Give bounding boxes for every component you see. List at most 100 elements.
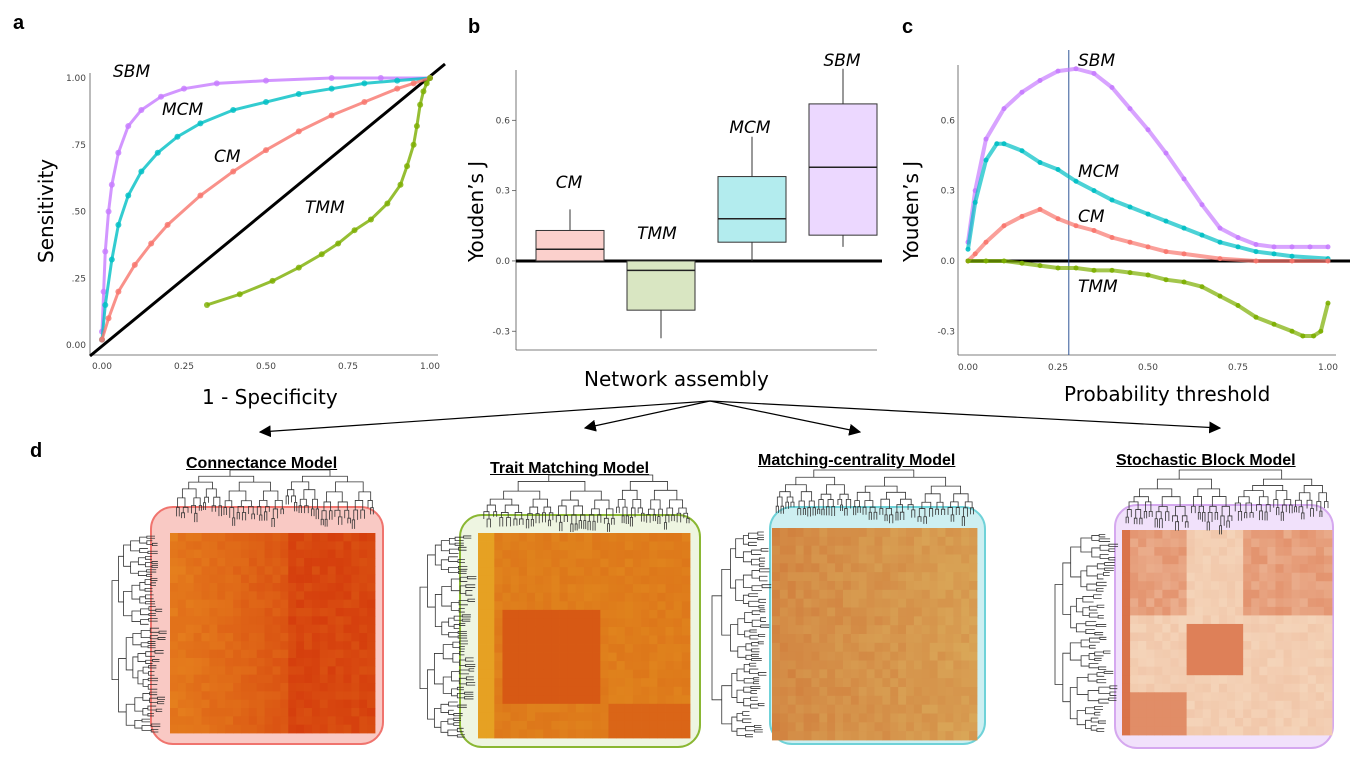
heatmap-cell bbox=[969, 634, 978, 644]
heatmap-cell bbox=[779, 598, 789, 608]
heatmap-cell bbox=[632, 541, 642, 551]
heatmap-cell bbox=[319, 533, 329, 542]
heatmap-cell bbox=[233, 558, 242, 567]
heatmap-cell bbox=[280, 633, 289, 642]
heatmap-cell bbox=[584, 661, 593, 671]
heatmap-title-stochastic-block: Stochastic Block Model bbox=[1116, 452, 1296, 469]
heatmap-cell bbox=[921, 572, 931, 582]
heatmap-cell bbox=[1186, 589, 1196, 599]
heatmap-cell bbox=[367, 591, 376, 601]
heatmap-cell bbox=[288, 683, 297, 692]
heatmap-cell bbox=[280, 666, 289, 676]
data-point-tmm bbox=[427, 75, 433, 81]
heatmap-cell bbox=[575, 661, 585, 671]
heatmap-cell bbox=[535, 601, 544, 611]
heatmap-cell bbox=[225, 574, 234, 584]
heatmap-cell bbox=[1154, 726, 1163, 736]
heatmap-cell bbox=[1299, 606, 1309, 616]
heatmap-cell bbox=[351, 574, 360, 584]
heatmap-cell bbox=[624, 635, 634, 645]
heatmap-cell bbox=[280, 533, 289, 542]
heatmap-cell bbox=[787, 634, 797, 644]
heatmap-cell bbox=[304, 649, 313, 659]
heatmap-cell bbox=[1170, 581, 1179, 591]
heatmap-cell bbox=[177, 574, 187, 584]
heatmap-cell bbox=[842, 634, 852, 644]
heatmap-cell bbox=[969, 687, 978, 697]
heatmap-cell bbox=[616, 567, 626, 577]
heatmap-cell bbox=[185, 716, 195, 726]
heatmap-cell bbox=[795, 616, 804, 626]
heatmap-cell bbox=[1275, 572, 1284, 582]
dendrogram-branch bbox=[1294, 506, 1298, 513]
dendrogram-branch bbox=[831, 506, 836, 516]
heatmap-cell bbox=[319, 549, 329, 559]
heatmap-cell bbox=[1299, 683, 1309, 693]
heatmap-cell bbox=[1186, 683, 1196, 693]
dendrogram-branch bbox=[147, 645, 156, 649]
heatmap-cell bbox=[624, 558, 634, 568]
dendrogram-branch bbox=[1097, 615, 1104, 619]
heatmap-cell bbox=[969, 651, 978, 661]
heatmap-cell bbox=[193, 591, 202, 601]
heatmap-cell bbox=[225, 658, 234, 667]
dendrogram-branch bbox=[140, 619, 149, 625]
heatmap-cell bbox=[1267, 530, 1276, 539]
heatmap-cell bbox=[1251, 564, 1260, 574]
heatmap-cell bbox=[185, 616, 195, 626]
heatmap-cell bbox=[898, 722, 907, 732]
dendrogram-branch bbox=[802, 508, 806, 515]
heatmap-cell bbox=[819, 616, 828, 626]
dendrogram-branch bbox=[686, 517, 690, 524]
heatmap-cell bbox=[1235, 530, 1244, 539]
heatmap-cell bbox=[359, 574, 368, 584]
heatmap-cell bbox=[1178, 606, 1188, 616]
heatmap-cell bbox=[559, 584, 569, 594]
heatmap-cell bbox=[906, 722, 915, 732]
heatmap-cell bbox=[592, 584, 601, 594]
heatmap-cell bbox=[850, 572, 860, 582]
heatmap-cell bbox=[898, 616, 907, 626]
heatmap-cell bbox=[937, 589, 946, 600]
heatmap-cell bbox=[319, 708, 329, 717]
heatmap-cell bbox=[240, 591, 250, 601]
heatmap-cell bbox=[649, 575, 658, 585]
heatmap-cell bbox=[1218, 658, 1228, 668]
heatmap-cell bbox=[632, 567, 642, 577]
heatmap-cell bbox=[811, 598, 820, 608]
data-point-tmm bbox=[965, 258, 971, 264]
heatmap-cell bbox=[201, 574, 210, 584]
dendrogram-branch bbox=[1103, 650, 1111, 654]
heatmap-cell bbox=[1146, 726, 1155, 736]
heatmap-cell bbox=[567, 669, 577, 679]
heatmap-cell bbox=[890, 528, 899, 538]
heatmap-cell bbox=[1138, 606, 1147, 616]
dendrogram-branch bbox=[873, 511, 878, 520]
diagonal-reference-line bbox=[89, 62, 446, 358]
heatmap-cell bbox=[858, 687, 868, 697]
heatmap-cell bbox=[288, 641, 297, 651]
heatmap-cell bbox=[217, 549, 226, 559]
heatmap-cell bbox=[803, 563, 812, 573]
heatmap-cell bbox=[1315, 538, 1325, 548]
heatmap-cell bbox=[890, 581, 899, 591]
heatmap-cell bbox=[280, 708, 289, 717]
heatmap-cell bbox=[913, 598, 923, 608]
heatmap-cell bbox=[311, 716, 321, 726]
heatmap-cell bbox=[803, 528, 812, 538]
heatmap-cell bbox=[288, 716, 297, 726]
heatmap-cell bbox=[359, 674, 368, 684]
heatmap-cell bbox=[343, 666, 352, 676]
dendrogram-branch bbox=[151, 542, 158, 546]
heatmap-cell bbox=[1162, 589, 1171, 599]
heatmap-cell bbox=[185, 633, 195, 642]
dendrogram-branch bbox=[757, 531, 764, 536]
dendrogram-branch bbox=[864, 500, 874, 508]
heatmap-cell bbox=[367, 666, 376, 676]
dendrogram-branch bbox=[131, 584, 140, 600]
heatmap-cell bbox=[608, 669, 618, 679]
heatmap-cell bbox=[1307, 666, 1317, 676]
heatmap-cell bbox=[304, 658, 313, 667]
heatmap-cell bbox=[1275, 709, 1284, 719]
heatmap-cell bbox=[772, 695, 781, 706]
